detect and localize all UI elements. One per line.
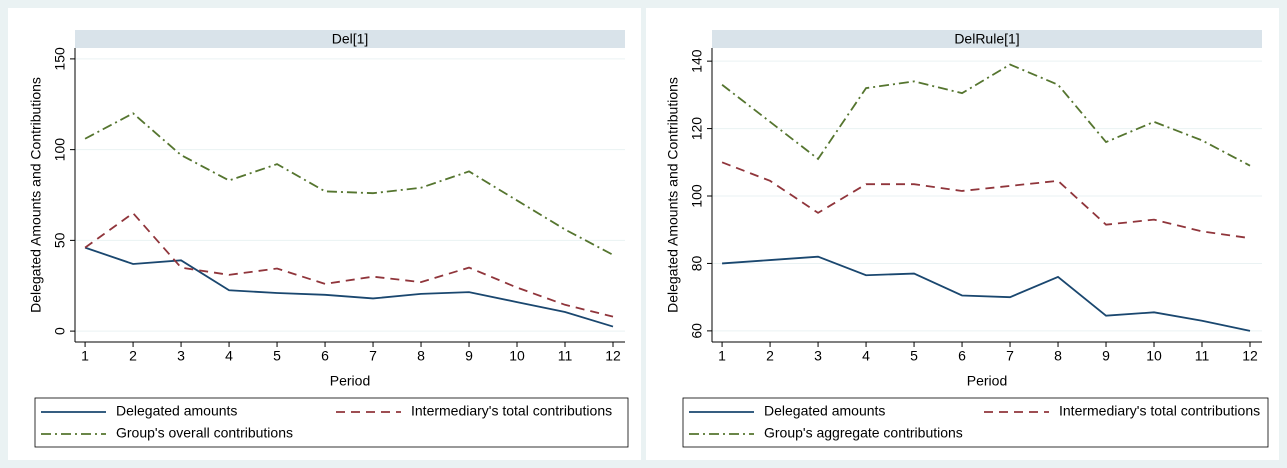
panel bbox=[8, 8, 641, 460]
x-axis-title: Period bbox=[967, 373, 1007, 389]
x-tick-label: 12 bbox=[1242, 348, 1258, 364]
x-tick-label: 4 bbox=[225, 348, 233, 364]
y-axis-title: Delegated Amounts and Contributions bbox=[665, 77, 681, 313]
y-tick-label: 140 bbox=[689, 49, 705, 73]
y-tick-label: 50 bbox=[52, 232, 68, 248]
x-tick-label: 5 bbox=[910, 348, 918, 364]
x-tick-label: 3 bbox=[814, 348, 822, 364]
x-axis-title: Period bbox=[330, 373, 370, 389]
x-tick-label: 6 bbox=[958, 348, 966, 364]
x-tick-label: 11 bbox=[558, 348, 573, 364]
legend-label: Delegated amounts bbox=[116, 403, 237, 419]
x-tick-label: 7 bbox=[1006, 348, 1014, 364]
data-line bbox=[721, 161, 1251, 240]
data-line bbox=[84, 246, 614, 328]
chart-title: DelRule[1] bbox=[954, 31, 1019, 47]
y-axis-title: Delegated Amounts and Contributions bbox=[28, 77, 44, 313]
x-tick-label: 5 bbox=[273, 348, 281, 364]
chart-title: Del[1] bbox=[332, 31, 369, 47]
y-tick-label: 120 bbox=[689, 117, 705, 141]
legend bbox=[34, 397, 629, 448]
data-line bbox=[722, 255, 1251, 332]
legend-label: Intermediary's total contributions bbox=[1059, 403, 1260, 419]
data-line bbox=[721, 63, 1251, 167]
x-tick-label: 1 bbox=[718, 348, 726, 364]
x-tick-label: 9 bbox=[465, 348, 473, 364]
x-tick-label: 2 bbox=[766, 348, 774, 364]
legend-label: Intermediary's total contributions bbox=[411, 403, 612, 419]
title-strip bbox=[712, 30, 1262, 48]
y-tick-label: 100 bbox=[689, 184, 705, 208]
data-line bbox=[84, 211, 614, 318]
y-tick-label: 80 bbox=[689, 255, 705, 271]
y-tick-label: 100 bbox=[52, 138, 68, 162]
y-tick-label: 60 bbox=[689, 323, 705, 339]
title-strip bbox=[75, 30, 625, 48]
x-tick-label: 3 bbox=[177, 348, 185, 364]
legend bbox=[682, 397, 1269, 448]
legend-label: Group's overall contributions bbox=[116, 425, 293, 441]
x-tick-label: 11 bbox=[1195, 348, 1210, 364]
x-tick-label: 10 bbox=[509, 348, 525, 364]
x-tick-label: 12 bbox=[605, 348, 621, 364]
x-tick-label: 10 bbox=[1146, 348, 1162, 364]
legend-label: Delegated amounts bbox=[764, 403, 885, 419]
x-tick-label: 6 bbox=[321, 348, 329, 364]
x-tick-label: 8 bbox=[1054, 348, 1062, 364]
x-tick-label: 2 bbox=[129, 348, 137, 364]
y-tick-label: 150 bbox=[52, 47, 68, 71]
x-tick-label: 8 bbox=[417, 348, 425, 364]
panel bbox=[646, 8, 1279, 460]
data-line bbox=[84, 112, 614, 256]
legend-label: Group's aggregate contributions bbox=[764, 425, 963, 441]
x-tick-label: 4 bbox=[862, 348, 870, 364]
x-tick-label: 7 bbox=[369, 348, 377, 364]
x-tick-label: 9 bbox=[1102, 348, 1110, 364]
x-tick-label: 1 bbox=[81, 348, 89, 364]
y-tick-label: 0 bbox=[52, 327, 68, 335]
